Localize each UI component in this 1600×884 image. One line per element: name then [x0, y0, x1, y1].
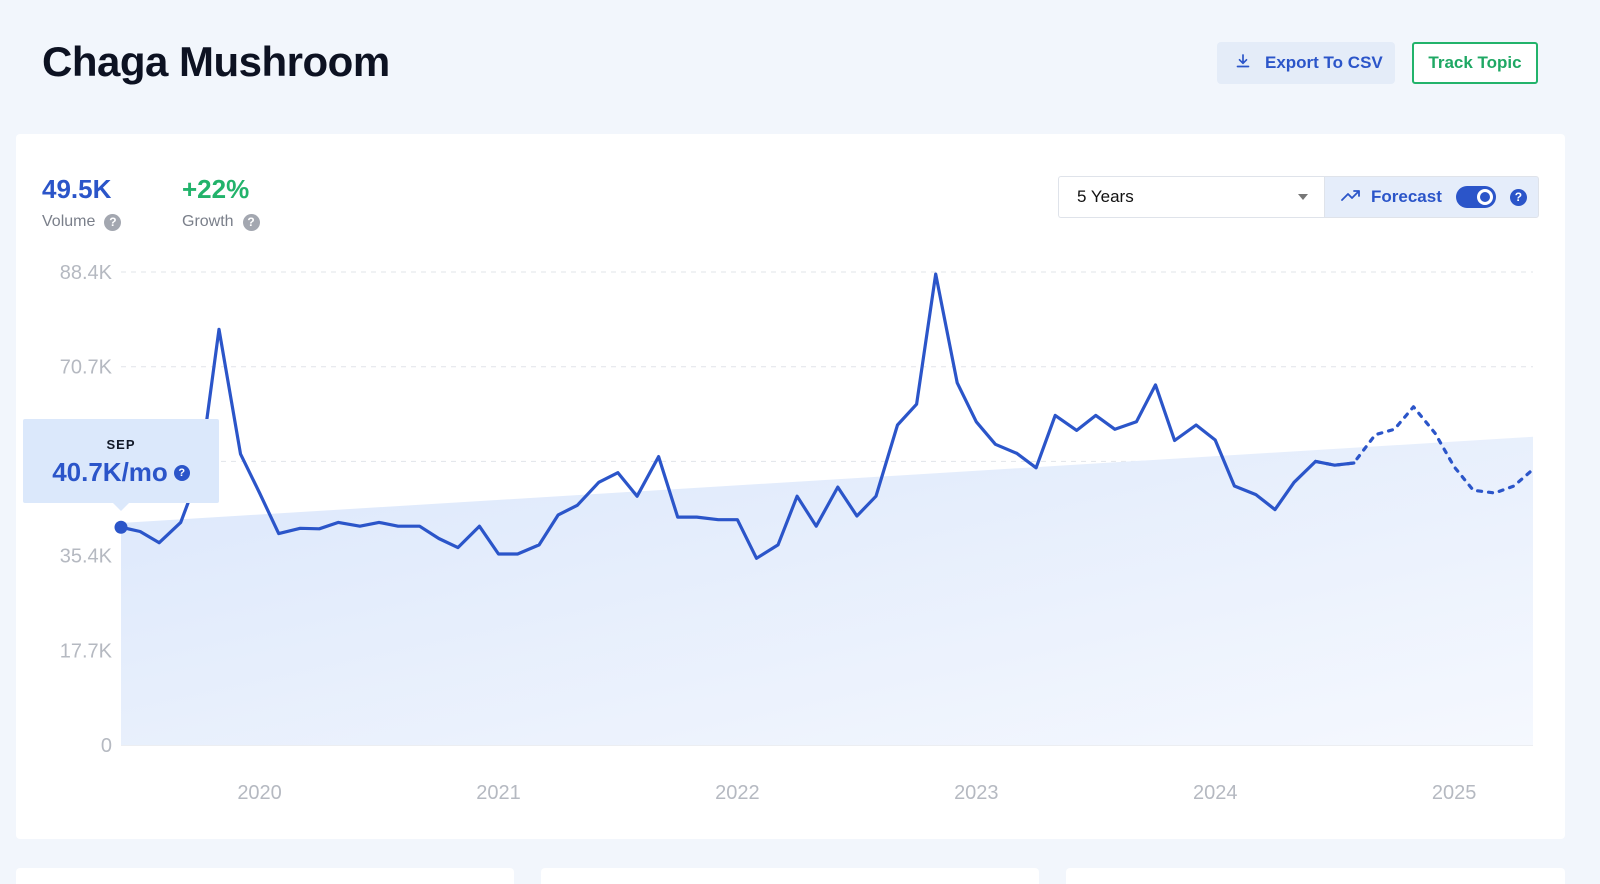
tooltip-value-row: 40.7K/mo ?: [23, 457, 219, 488]
growth-value: +22%: [182, 174, 250, 204]
x-tick-label: 2025: [1432, 782, 1477, 804]
x-tick-label: 2022: [715, 782, 760, 804]
y-tick-label: 88.4K: [60, 262, 113, 284]
tooltip-month: SEP: [106, 437, 136, 452]
chart-tooltip: SEP 40.7K/mo ?: [23, 419, 219, 511]
forecast-toggle[interactable]: [1455, 186, 1496, 208]
track-topic-label: Track Topic: [1428, 53, 1522, 72]
trend-area: [121, 436, 1533, 745]
export-csv-button[interactable]: Export To CSV: [1217, 42, 1395, 84]
volume-label: Volume: [42, 213, 96, 230]
growth-label: Growth: [182, 213, 234, 230]
question-icon[interactable]: ?: [1509, 188, 1527, 206]
volume-label-row: Volume ?: [42, 213, 122, 231]
forecast-label: Forecast: [1371, 187, 1442, 206]
x-tick-label: 2023: [954, 782, 999, 804]
download-icon: [1235, 53, 1251, 74]
growth-label-row: Growth ?: [182, 213, 260, 231]
y-tick-label: 70.7K: [60, 357, 113, 379]
time-range-select[interactable]: 5 Years: [1058, 176, 1324, 218]
page-title: Chaga Mushroom: [42, 38, 390, 85]
question-icon[interactable]: ?: [173, 464, 190, 481]
x-tick-label: 2020: [237, 782, 282, 804]
time-range-value: 5 Years: [1077, 187, 1134, 206]
bottom-card: [541, 868, 1039, 884]
y-tick-label: 0: [101, 735, 112, 757]
hover-point-marker: [114, 520, 128, 534]
y-tick-label: 35.4K: [60, 546, 113, 568]
tooltip-value: 40.7K/mo: [52, 457, 168, 487]
bottom-card: [16, 868, 514, 884]
track-topic-button[interactable]: Track Topic: [1412, 42, 1538, 84]
y-tick-label: 17.7K: [60, 640, 113, 662]
chevron-down-icon: [1298, 194, 1308, 200]
question-icon[interactable]: ?: [242, 213, 260, 231]
series-line-forecast: [1313, 405, 1535, 495]
x-tick-label: 2021: [476, 782, 521, 804]
trend-up-icon: [1341, 187, 1361, 207]
forecast-control: Forecast ?: [1324, 176, 1539, 218]
question-icon[interactable]: ?: [104, 213, 122, 231]
export-csv-label: Export To CSV: [1265, 53, 1383, 72]
bottom-card: [1066, 868, 1565, 884]
volume-value: 49.5K: [42, 174, 112, 204]
series-line-actual: [119, 272, 1356, 560]
x-tick-label: 2024: [1193, 782, 1238, 804]
